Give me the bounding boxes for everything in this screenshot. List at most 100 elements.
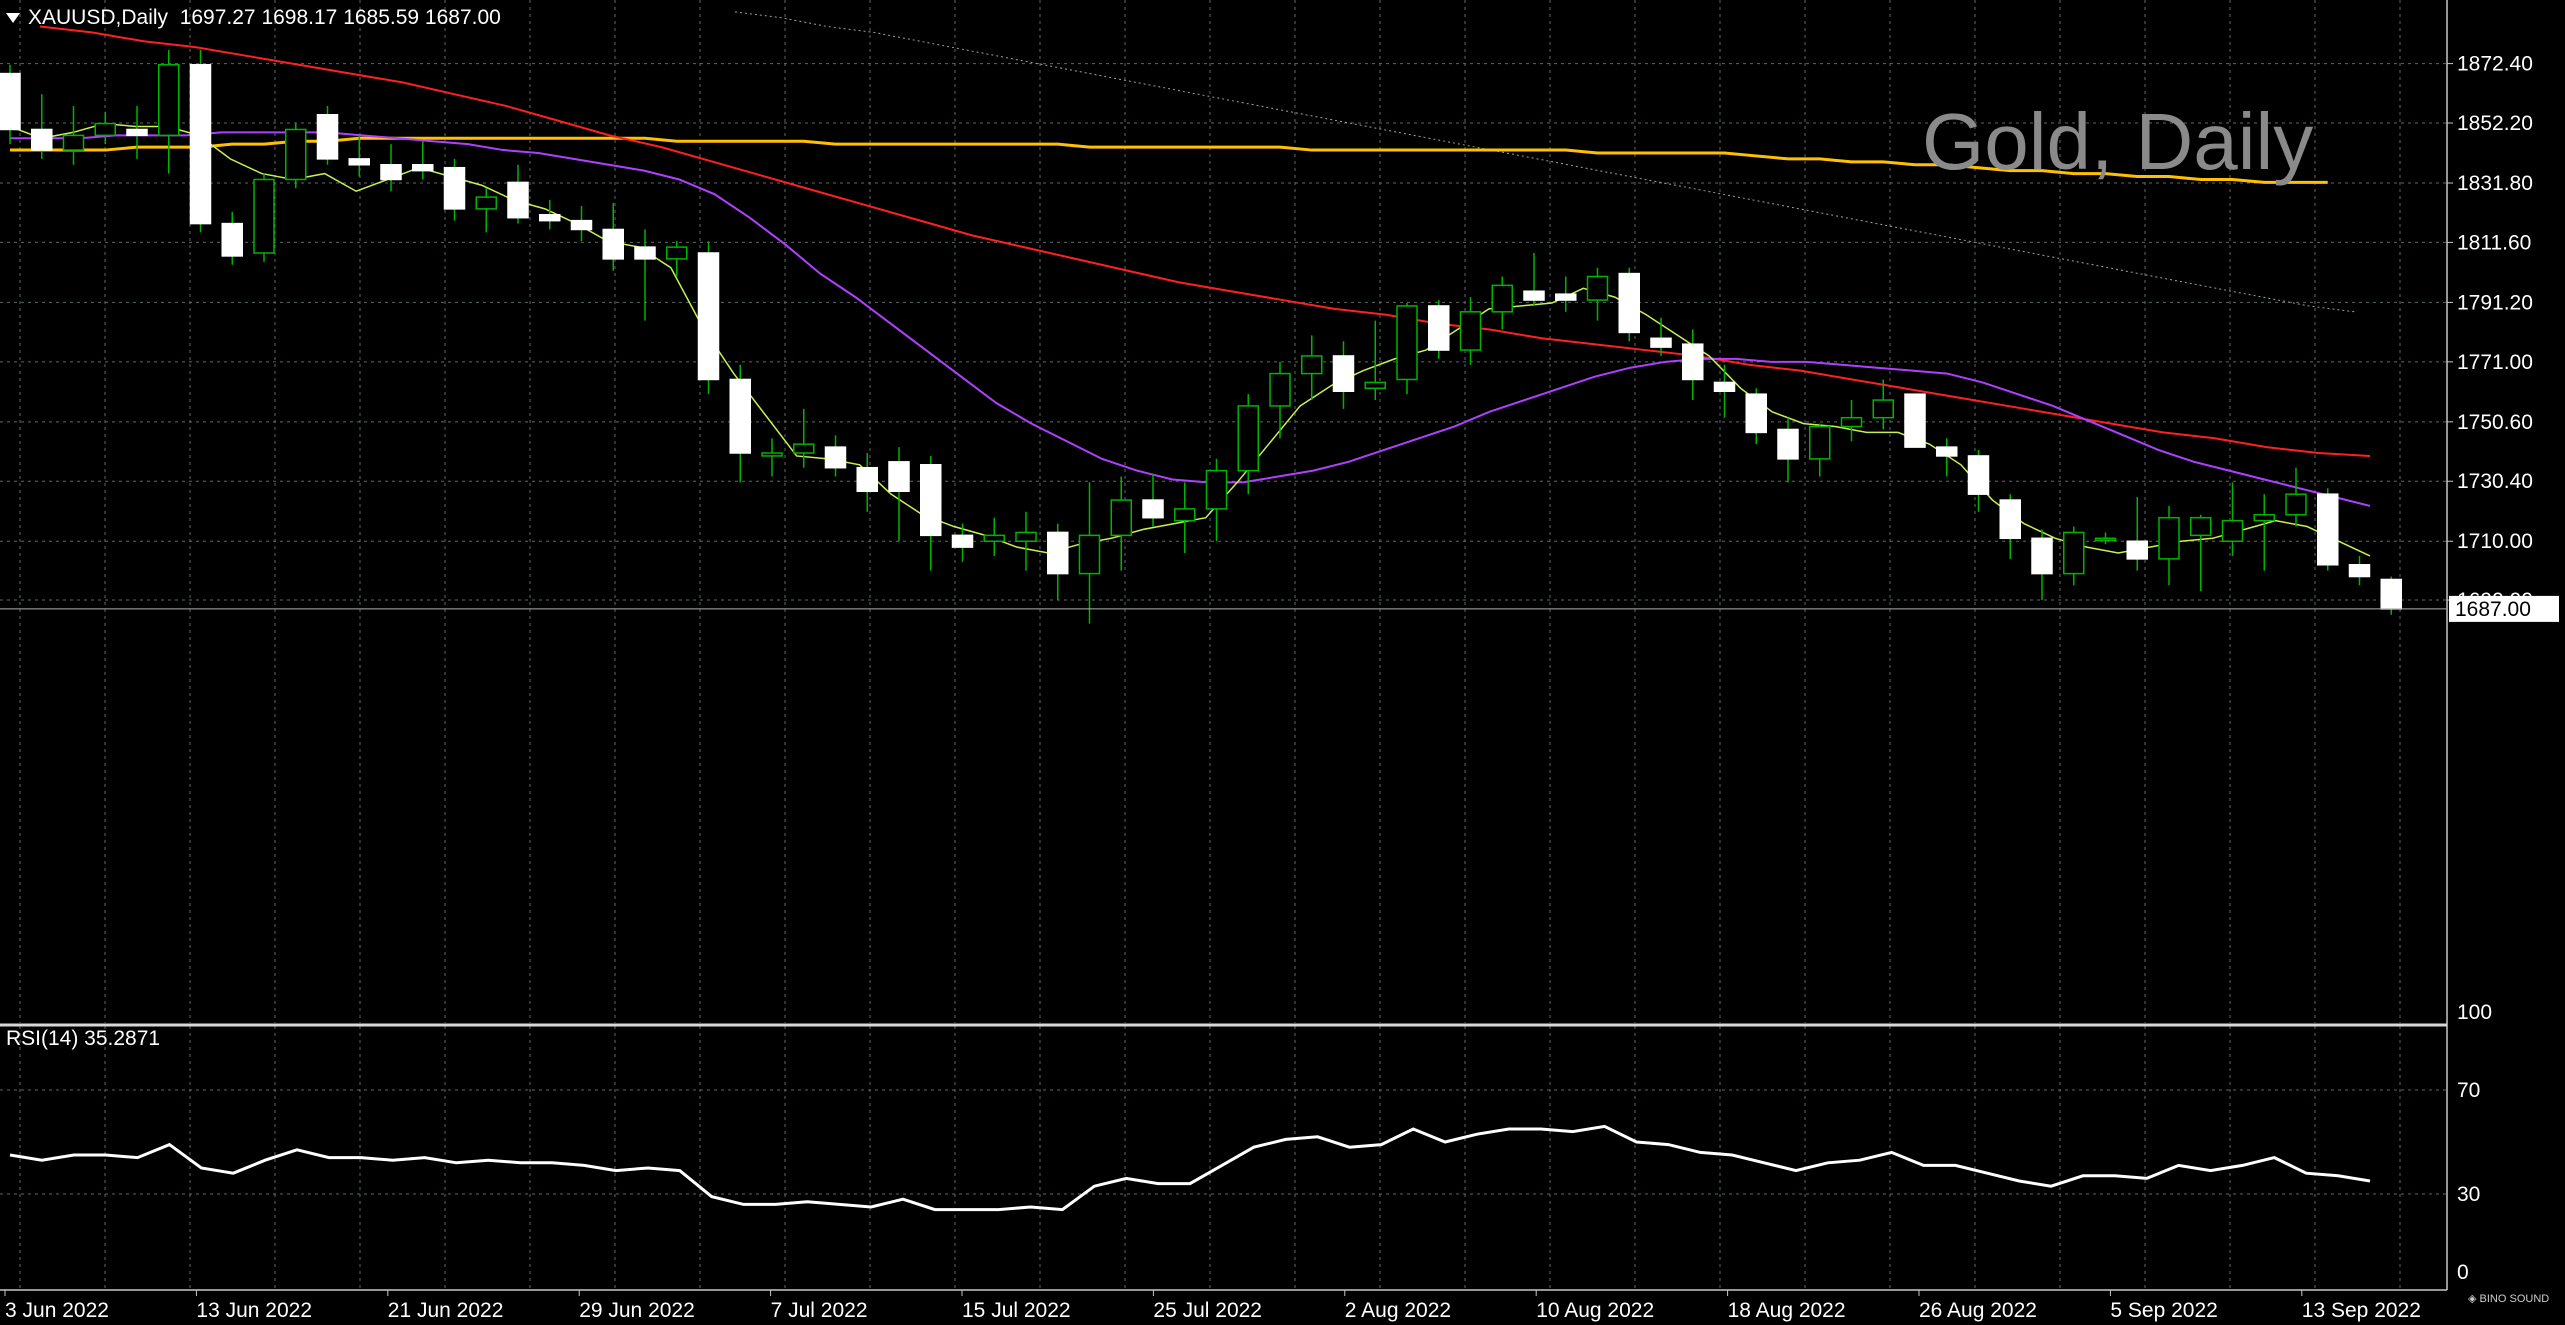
candle-bull [1809,425,1831,460]
candle-bear [1523,290,1545,301]
candle-bear [1777,428,1799,460]
candle-bear [316,114,339,160]
x-tick-label: 13 Jun 2022 [196,1299,312,1322]
rsi-tick-label: 70 [2457,1079,2480,1102]
candle-bull [1840,416,1863,428]
candle-bull [1301,355,1323,375]
candle-bear [189,64,212,225]
candle-bull [2253,514,2275,522]
x-tick-label: 21 Jun 2022 [388,1299,504,1322]
candle-bear [348,158,370,166]
candle-bear [920,464,942,537]
ma-purple-line [10,131,2371,507]
candle-bull [94,122,116,137]
candle-bear [1904,393,1926,448]
candle-bull [2063,531,2085,575]
x-tick-label: 29 Jun 2022 [579,1299,695,1322]
chart-watermark: Gold, Daily [1922,97,2314,186]
current-price-value: 1687.00 [2455,598,2531,621]
candle-bear [507,181,529,219]
broker-logo: ◈ BINO SOUND [2468,1292,2549,1305]
candle-bear [1142,499,1164,519]
candle-bear [1713,381,1736,392]
logo-icon: ◈ [2468,1293,2477,1305]
x-tick-label: 5 Sep 2022 [2110,1299,2217,1322]
candle-bull [158,64,180,137]
candle-bear [856,466,878,492]
x-tick-label: 25 Jul 2022 [1153,1299,1262,1322]
candle-bear [1650,337,1672,348]
x-tick-label: 18 Aug 2022 [1728,1299,1846,1322]
candle-bear [1428,305,1450,351]
candle-bull [1396,305,1418,381]
candle-bear [2031,537,2053,575]
candle-bull [1110,499,1132,537]
candle-bear [951,534,974,548]
candle-bear [697,252,720,381]
y-tick-label: 1852.20 [2457,112,2533,135]
candle-bear [824,446,847,469]
chart-header: XAUUSD,Daily 1697.27 1698.17 1685.59 168… [6,6,501,30]
candle-bull [1872,399,1894,419]
candle-bull [1586,275,1609,301]
candle-bear [2348,564,2371,578]
candle-bear [1618,272,1640,334]
y-tick-label: 1730.40 [2457,470,2533,493]
candle-bull [666,246,688,260]
y-tick-label: 1811.60 [2457,231,2531,254]
rsi-tick-label: 30 [2457,1183,2480,1206]
candle-bear [539,214,561,222]
y-tick-label: 1710.00 [2457,530,2533,553]
candle-bull [2285,493,2307,516]
candle-bear [1967,455,1990,495]
x-tick-label: 7 Jul 2022 [771,1299,868,1322]
candle-bull [1015,531,1037,542]
candle-bear [888,461,910,492]
candle-bear [31,128,53,151]
rsi-line [9,1124,2371,1212]
candle-bear [1682,343,1704,381]
rsi-tick-label: 100 [2457,1001,2492,1024]
y-tick-label: 1791.20 [2457,291,2533,314]
candle-bear [729,378,751,454]
candle-bear [380,164,402,181]
candle-bull [285,128,307,181]
candle-bear [443,166,466,210]
y-tick-label: 1872.40 [2457,53,2533,76]
x-tick-label: 10 Aug 2022 [1536,1299,1654,1322]
candle-bear [570,219,593,231]
candle-bear [1332,355,1355,392]
candle-bull [1205,469,1228,510]
rsi-label: RSI(14) 35.2871 [6,1027,161,1050]
candle-bear [221,222,243,257]
candle-bear [126,128,148,137]
candle-bull [793,443,815,454]
candle-bull [1174,508,1196,522]
candle-bear [602,228,624,260]
candle-bull [475,196,497,210]
y-tick-label: 1831.80 [2457,172,2533,195]
candle-bear [1936,446,1958,457]
x-tick-label: 26 Aug 2022 [1919,1299,2037,1322]
current-price-tag [2449,595,2559,622]
symbol-label: XAUUSD,Daily [28,6,169,29]
y-tick-label: 1750.60 [2457,411,2533,434]
candle-bull [761,452,783,457]
x-tick-label: 15 Jul 2022 [962,1299,1071,1322]
candle-bull [1491,284,1513,313]
dropdown-triangle-icon[interactable] [6,13,20,24]
candle-bear [1745,393,1767,434]
candle-bull [1078,534,1101,575]
candle-bear [0,72,21,131]
x-tick-label: 2 Aug 2022 [1345,1299,1451,1322]
candle-bear [1555,293,1577,301]
candle-bear [2126,540,2148,560]
candle-bull [2221,519,2244,542]
candle-bull [2094,537,2117,542]
y-tick-label: 1771.00 [2457,351,2533,374]
x-tick-label: 3 Jun 2022 [5,1299,109,1322]
candle-bull [2190,516,2212,537]
candle-bull [2158,516,2180,560]
candle-bull [1269,372,1291,407]
